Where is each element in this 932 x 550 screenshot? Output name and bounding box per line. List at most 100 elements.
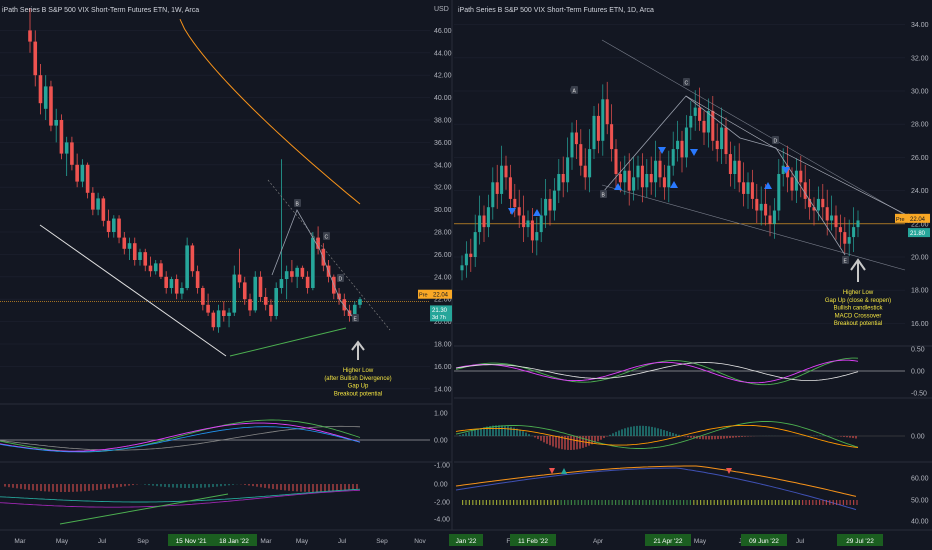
arrow-up-icon [561, 468, 567, 474]
signal-triangle-icon [533, 209, 541, 216]
y-tick-label: 38.00 [434, 118, 452, 125]
annotation-text: MACD Crossover [835, 313, 882, 319]
candle [358, 299, 362, 305]
candle [174, 279, 179, 294]
histogram-bar [726, 436, 728, 439]
volume-tick [703, 500, 705, 505]
histogram-bar [852, 436, 854, 439]
volume-tick [679, 500, 681, 505]
histogram-bar [561, 436, 563, 450]
histogram-bar [567, 436, 569, 450]
x-tick-label: May [296, 538, 309, 545]
histogram-bar [744, 436, 746, 437]
candle [557, 174, 561, 191]
histogram-bar [112, 484, 114, 489]
candle [504, 165, 508, 178]
candle [101, 198, 106, 221]
indicator-tick: -1.00 [434, 463, 450, 470]
candle [211, 312, 216, 328]
candle [311, 237, 315, 288]
volume-tick [856, 500, 858, 505]
histogram-bar [184, 484, 186, 488]
histogram-bar [192, 484, 194, 488]
histogram-bar [555, 436, 557, 448]
candle [693, 107, 697, 116]
arrow-down-icon [549, 468, 555, 474]
x-tick-label: Sep [376, 538, 388, 545]
candle [216, 310, 221, 328]
y-tick-label: 16.00 [434, 364, 452, 371]
indicator-line [0, 426, 361, 453]
volume-tick [509, 500, 511, 505]
histogram-bar [320, 484, 322, 492]
candle [49, 86, 53, 126]
volume-tick [825, 500, 827, 505]
histogram-bar [356, 484, 358, 490]
candle [711, 110, 715, 141]
price-tag-value: 22.04 [433, 293, 449, 299]
candle [138, 252, 142, 260]
volume-tick [506, 500, 508, 505]
volume-tick [526, 500, 528, 505]
candle [614, 149, 618, 174]
y-tick-label: 24.00 [434, 274, 452, 281]
annotation-text: Gap Up [348, 384, 369, 390]
histogram-bar [843, 436, 845, 437]
histogram-bar [304, 484, 306, 492]
indicator-tick: -0.50 [911, 391, 927, 398]
candle [227, 312, 231, 316]
histogram-bar [252, 484, 254, 487]
x-tick-label: Mar [14, 538, 26, 545]
candle [676, 140, 680, 150]
indicator-tick: 0.00 [911, 369, 925, 376]
signal-triangle-icon [764, 182, 772, 189]
x-tick-label: 09 Jun '22 [749, 538, 779, 545]
volume-tick [492, 500, 494, 505]
candle [508, 177, 512, 199]
signal-triangle-icon [658, 147, 666, 154]
pattern-label: C [685, 81, 689, 87]
histogram-bar [264, 484, 266, 488]
candle [28, 30, 32, 42]
price-tag-label [895, 213, 909, 223]
histogram-bar [4, 484, 6, 487]
candle [680, 140, 684, 158]
channel-line [685, 95, 906, 215]
y-tick-label: 28.00 [911, 122, 929, 129]
histogram-bar [328, 484, 330, 492]
volume-tick [761, 500, 763, 505]
histogram-bar [609, 434, 611, 436]
volume-tick [652, 500, 654, 505]
indicator-tick: 0.00 [911, 434, 925, 441]
candle [632, 177, 636, 191]
candle [164, 276, 168, 288]
candle [790, 177, 794, 191]
histogram-bar [516, 428, 518, 436]
signal-triangle-icon [690, 149, 698, 156]
candle [305, 276, 310, 288]
currency-label: USD [434, 6, 449, 13]
histogram-bar [332, 484, 334, 492]
candle [856, 220, 860, 228]
candle [781, 165, 785, 174]
volume-tick [659, 500, 661, 505]
date-highlight [645, 534, 691, 546]
volume-tick [832, 500, 834, 505]
volume-tick [744, 500, 746, 505]
histogram-bar [104, 484, 106, 490]
candle [80, 164, 85, 182]
y-tick-label: 24.00 [911, 188, 929, 195]
volume-tick [795, 500, 797, 505]
histogram-bar [144, 484, 146, 485]
candle [799, 170, 803, 183]
candle [295, 267, 299, 277]
date-highlight [211, 534, 257, 546]
histogram-bar [588, 436, 590, 446]
candle [825, 207, 829, 221]
x-tick-label: Jan '22 [456, 538, 477, 545]
volume-tick [669, 500, 671, 505]
volume-tick [519, 500, 521, 505]
candle [482, 215, 486, 228]
